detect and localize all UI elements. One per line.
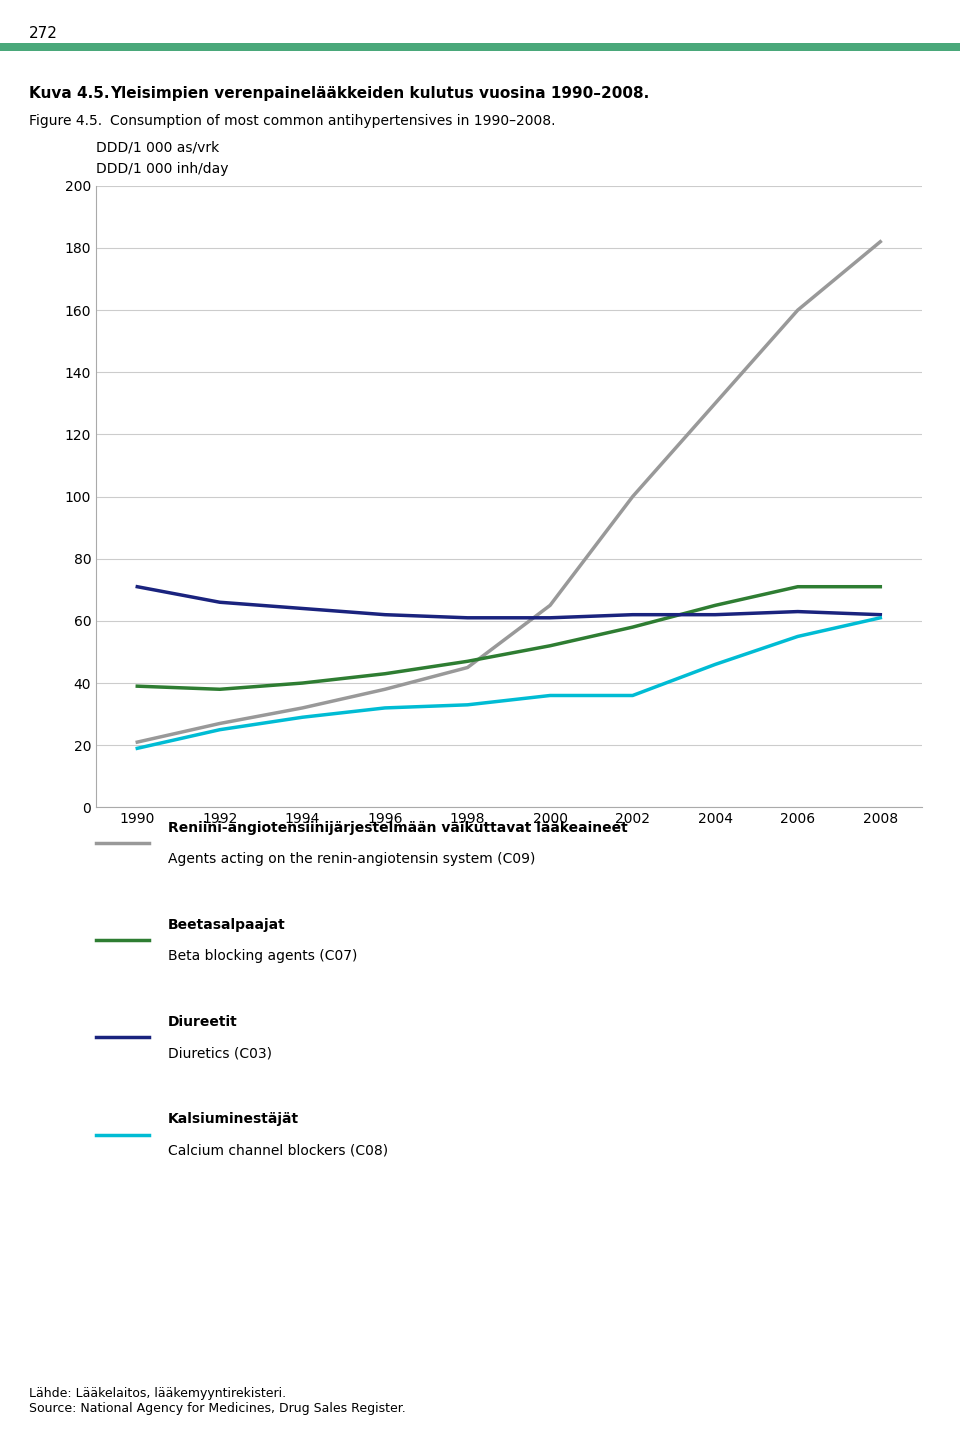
Text: 272: 272	[29, 26, 58, 40]
Text: Kuva 4.5.: Kuva 4.5.	[29, 86, 109, 100]
Text: Consumption of most common antihypertensives in 1990–2008.: Consumption of most common antihypertens…	[110, 114, 556, 129]
Text: Calcium channel blockers (C08): Calcium channel blockers (C08)	[168, 1143, 388, 1157]
Text: Yleisimpien verenpainelääkkeiden kulutus vuosina 1990–2008.: Yleisimpien verenpainelääkkeiden kulutus…	[110, 86, 650, 100]
Text: Kalsiuminestäjät: Kalsiuminestäjät	[168, 1112, 300, 1126]
Text: Figure 4.5.: Figure 4.5.	[29, 114, 102, 129]
Text: Beetasalpaajat: Beetasalpaajat	[168, 917, 286, 932]
Text: DDD/1 000 inh/day: DDD/1 000 inh/day	[96, 161, 228, 176]
Text: Source: National Agency for Medicines, Drug Sales Register.: Source: National Agency for Medicines, D…	[29, 1402, 405, 1415]
Text: Beta blocking agents (C07): Beta blocking agents (C07)	[168, 949, 357, 963]
Text: Diureetit: Diureetit	[168, 1015, 238, 1029]
Text: Agents acting on the renin-angiotensin system (C09): Agents acting on the renin-angiotensin s…	[168, 852, 536, 866]
Text: Lähde: Lääkelaitos, lääkemyyntirekisteri.: Lähde: Lääkelaitos, lääkemyyntirekisteri…	[29, 1388, 286, 1400]
Text: Diuretics (C03): Diuretics (C03)	[168, 1046, 272, 1060]
Text: Reniini-angiotensiinijärjestelmään vaikuttavat lääkeaineet: Reniini-angiotensiinijärjestelmään vaiku…	[168, 820, 628, 835]
Text: DDD/1 000 as/vrk: DDD/1 000 as/vrk	[96, 140, 219, 154]
